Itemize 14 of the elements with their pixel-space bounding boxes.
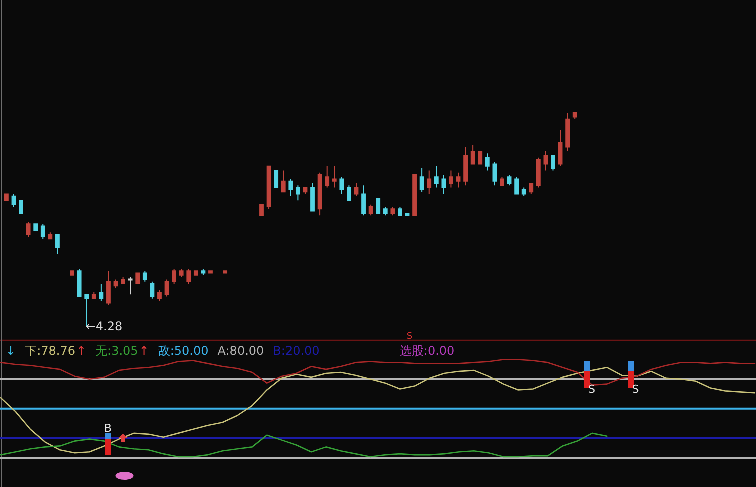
annotation: S xyxy=(632,383,640,396)
text: 选股:0.00 xyxy=(400,344,455,358)
text: S xyxy=(406,332,413,342)
ref-line-label: 敌:50.00 xyxy=(158,344,209,358)
text: 无:3.05 xyxy=(96,344,138,358)
text: 下:78.76 xyxy=(25,344,76,358)
annotation: B xyxy=(104,422,112,435)
text: ↑ xyxy=(76,344,87,358)
ref-line-label: B:20.00 xyxy=(273,344,320,358)
text: ↑ xyxy=(139,344,150,358)
ref-line-label: A:80.00 xyxy=(218,344,264,358)
annotation: ←4.28 xyxy=(86,320,123,334)
text: ↓ xyxy=(6,344,16,358)
annotation: S xyxy=(588,383,596,396)
